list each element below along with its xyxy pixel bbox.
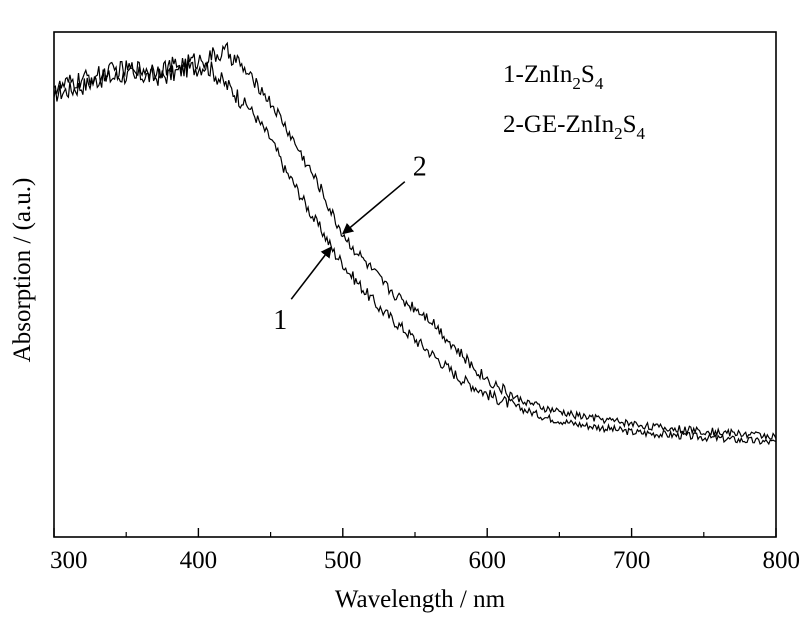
x-tick-label: 400 xyxy=(180,547,218,574)
series-1-line xyxy=(53,59,777,446)
x-axis-tick-labels: 300 400 500 600 700 800 xyxy=(50,547,800,574)
x-axis-label: Wavelength / nm xyxy=(335,586,506,613)
legend-entry-1: 1-ZnIn2S4 xyxy=(503,61,604,93)
legend-entry-2: 2-GE-ZnIn2S4 xyxy=(503,111,645,143)
y-axis-label: Absorption / (a.u.) xyxy=(9,178,36,363)
x-tick-label: 500 xyxy=(324,547,362,574)
plot-frame xyxy=(53,31,777,538)
x-tick-label: 800 xyxy=(763,547,800,574)
legend: 1-ZnIn2S4 2-GE-ZnIn2S4 xyxy=(503,61,645,143)
annotation-label-1: 1 xyxy=(273,305,287,336)
annotation-arrow-1 xyxy=(290,246,332,300)
x-tick-label: 300 xyxy=(50,547,88,574)
x-tick-label: 700 xyxy=(613,547,651,574)
annotation-arrows: 12 xyxy=(273,152,427,337)
x-axis-ticks xyxy=(53,528,777,537)
annotation-arrow-2 xyxy=(341,181,406,235)
series-2-line xyxy=(53,41,777,441)
x-tick-label: 600 xyxy=(468,547,506,574)
spectrum-curves xyxy=(53,41,777,446)
annotation-label-2: 2 xyxy=(413,152,427,183)
